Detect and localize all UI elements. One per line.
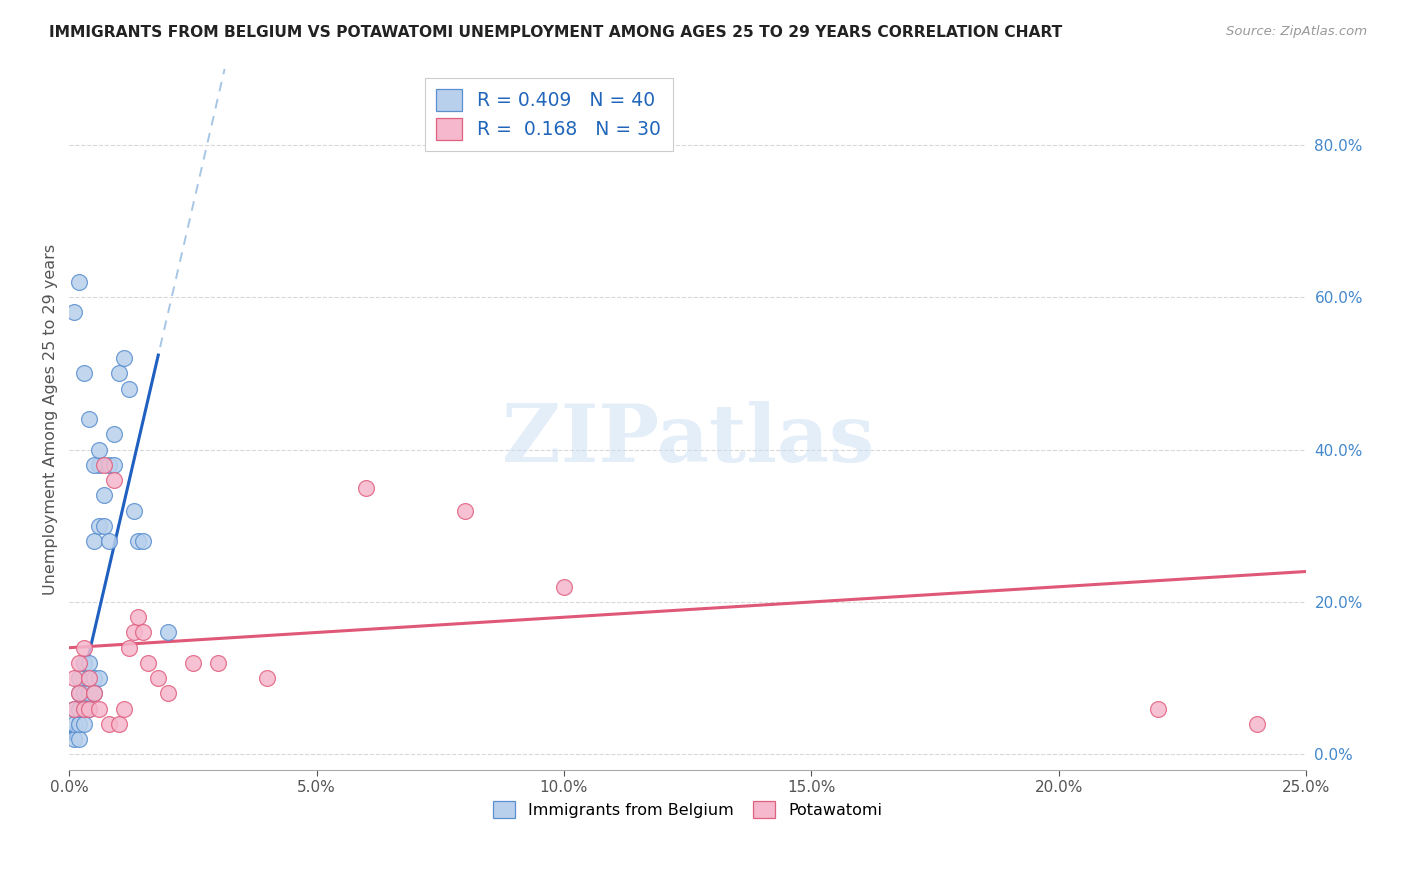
- Point: [77, 671, 100, 685]
- Text: ZIPatlas: ZIPatlas: [502, 401, 873, 479]
- Text: Source: ZipAtlas.com: Source: ZipAtlas.com: [1226, 25, 1367, 38]
- Point: [67, 686, 90, 700]
- Point: [77, 656, 100, 670]
- Point: [73, 367, 96, 381]
- Point: [73, 656, 96, 670]
- Point: [181, 656, 204, 670]
- Point: [93, 488, 115, 502]
- Point: [77, 412, 100, 426]
- Point: [103, 427, 125, 442]
- Point: [67, 701, 90, 715]
- Point: [103, 458, 125, 472]
- Point: [87, 518, 110, 533]
- Point: [117, 640, 139, 655]
- Point: [73, 640, 96, 655]
- Point: [148, 671, 170, 685]
- Point: [63, 717, 86, 731]
- Point: [132, 534, 155, 549]
- Point: [103, 473, 125, 487]
- Point: [97, 534, 120, 549]
- Point: [454, 503, 477, 517]
- Point: [112, 351, 135, 365]
- Point: [83, 686, 105, 700]
- Point: [122, 625, 145, 640]
- Point: [77, 701, 100, 715]
- Point: [128, 610, 150, 624]
- Point: [83, 534, 105, 549]
- Point: [67, 656, 90, 670]
- Point: [77, 701, 100, 715]
- Point: [87, 671, 110, 685]
- Point: [73, 717, 96, 731]
- Point: [97, 717, 120, 731]
- Point: [553, 580, 575, 594]
- Point: [67, 732, 90, 747]
- Point: [63, 701, 86, 715]
- Point: [67, 275, 90, 289]
- Point: [117, 382, 139, 396]
- Point: [87, 442, 110, 457]
- Point: [87, 458, 110, 472]
- Point: [112, 701, 135, 715]
- Legend: Immigrants from Belgium, Potawatomi: Immigrants from Belgium, Potawatomi: [486, 795, 889, 825]
- Y-axis label: Unemployment Among Ages 25 to 29 years: Unemployment Among Ages 25 to 29 years: [44, 244, 58, 595]
- Point: [107, 717, 129, 731]
- Point: [354, 481, 377, 495]
- Point: [207, 656, 229, 670]
- Point: [256, 671, 278, 685]
- Point: [138, 656, 160, 670]
- Point: [157, 686, 180, 700]
- Point: [63, 671, 86, 685]
- Point: [87, 701, 110, 715]
- Point: [63, 732, 86, 747]
- Point: [73, 686, 96, 700]
- Point: [73, 701, 96, 715]
- Point: [63, 701, 86, 715]
- Point: [1146, 701, 1168, 715]
- Point: [83, 458, 105, 472]
- Point: [157, 625, 180, 640]
- Point: [67, 686, 90, 700]
- Point: [73, 701, 96, 715]
- Point: [1246, 717, 1268, 731]
- Point: [132, 625, 155, 640]
- Point: [122, 503, 145, 517]
- Point: [83, 686, 105, 700]
- Point: [67, 717, 90, 731]
- Point: [93, 458, 115, 472]
- Point: [97, 458, 120, 472]
- Text: IMMIGRANTS FROM BELGIUM VS POTAWATOMI UNEMPLOYMENT AMONG AGES 25 TO 29 YEARS COR: IMMIGRANTS FROM BELGIUM VS POTAWATOMI UN…: [49, 25, 1063, 40]
- Point: [107, 367, 129, 381]
- Point: [63, 305, 86, 319]
- Point: [83, 671, 105, 685]
- Point: [128, 534, 150, 549]
- Point: [77, 686, 100, 700]
- Point: [93, 518, 115, 533]
- Point: [67, 671, 90, 685]
